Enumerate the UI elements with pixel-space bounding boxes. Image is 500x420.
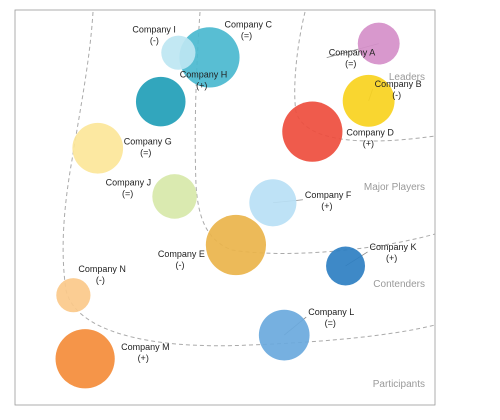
zone-label-contenders: Contenders (373, 279, 425, 290)
bubbles (55, 22, 400, 389)
bubble-change-company-f: (+) (321, 201, 332, 211)
bubble-label-company-a: Company A (329, 48, 376, 58)
bubble-change-company-e: (-) (175, 260, 184, 270)
bubble-company-a (357, 22, 400, 65)
bubble-change-company-a: (=) (345, 59, 356, 69)
bubble-change-company-b: (-) (392, 90, 401, 100)
zone-label-leaders: Leaders (389, 72, 425, 83)
bubble-change-company-l: (=) (325, 318, 336, 328)
bubble-company-e (205, 214, 267, 276)
bubble-company-j (152, 174, 197, 219)
bubble-change-company-d: (+) (363, 139, 374, 149)
zone-label-major-players: Major Players (364, 182, 425, 193)
bubble-change-company-m: (+) (138, 353, 149, 363)
bubble-label-company-m: Company M (121, 342, 170, 352)
bubble-change-company-n: (-) (96, 275, 105, 285)
bubble-label-company-i: Company I (132, 25, 176, 35)
zone-label-participants: Participants (373, 379, 425, 390)
bubble-label-company-n: Company N (78, 264, 126, 274)
bubble-change-company-c: (=) (241, 30, 252, 40)
bubble-label-company-c: Company C (224, 19, 272, 29)
bubble-label-company-l: Company L (308, 307, 354, 317)
bubble-change-company-i: (-) (150, 36, 159, 46)
bubble-label-company-d: Company D (346, 128, 394, 138)
major-players-boundary (194, 11, 436, 254)
bubble-change-company-h: (+) (196, 81, 207, 91)
zone-labels: Leaders Major Players Contenders Partici… (364, 72, 425, 390)
bubble-company-m (55, 329, 115, 389)
bubble-label-company-j: Company J (106, 177, 152, 187)
bubble-company-l (258, 309, 310, 361)
bubble-company-n (56, 278, 91, 313)
bubble-label-company-g: Company G (124, 136, 172, 146)
bubble-label-company-e: Company E (158, 249, 205, 259)
bubble-change-company-j: (=) (122, 188, 133, 198)
bubble-company-g (72, 122, 124, 174)
bubble-change-company-g: (=) (140, 147, 151, 157)
bubble-label-company-h: Company H (180, 70, 228, 80)
bubble-label-company-k: Company K (370, 242, 417, 252)
bubble-company-f (249, 179, 297, 227)
bubble-company-d (282, 101, 343, 162)
bubble-label-company-f: Company F (305, 190, 352, 200)
bubble-company-i (161, 35, 196, 70)
bubble-company-c (179, 27, 240, 88)
bubble-company-h (135, 76, 186, 127)
bubble-company-b (342, 74, 395, 127)
bubble-company-k (326, 246, 366, 286)
bubble-label-company-b: Company B (375, 79, 422, 89)
bubble-labels: Company A(=)Company B(-)Company C(=)Comp… (78, 19, 421, 362)
bubble-change-company-k: (+) (386, 253, 397, 263)
